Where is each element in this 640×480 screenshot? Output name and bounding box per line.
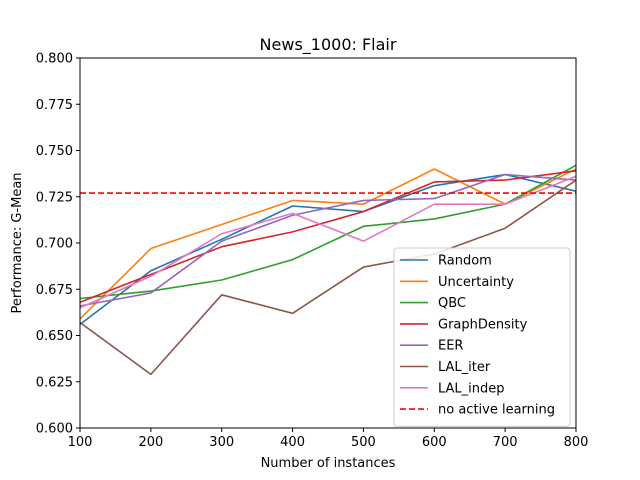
series-line-lal-indep bbox=[80, 175, 576, 309]
y-tick-label: 0.800 bbox=[36, 52, 73, 67]
y-tick-label: 0.625 bbox=[36, 375, 73, 390]
legend-label-lal-indep: LAL_indep bbox=[438, 381, 505, 396]
y-tick-label: 0.725 bbox=[36, 190, 73, 205]
series-line-uncertainty bbox=[80, 168, 576, 320]
legend-label-uncertainty: Uncertainty bbox=[438, 275, 514, 290]
x-tick-label: 200 bbox=[138, 435, 163, 450]
y-tick-label: 0.650 bbox=[36, 329, 73, 344]
y-tick-label: 0.700 bbox=[36, 237, 73, 252]
x-tick-label: 700 bbox=[493, 435, 518, 450]
legend-box bbox=[393, 247, 571, 427]
y-tick-label: 0.600 bbox=[36, 422, 73, 437]
series-line-random bbox=[80, 173, 576, 326]
x-tick-label: 100 bbox=[68, 435, 93, 450]
y-tick-label: 0.675 bbox=[36, 283, 73, 298]
x-axis-label: Number of instances bbox=[261, 456, 396, 471]
x-tick-label: 300 bbox=[209, 435, 234, 450]
legend-label-lal-iter: LAL_iter bbox=[438, 360, 491, 375]
legend-label-random: Random bbox=[438, 254, 492, 269]
y-tick-label: 0.775 bbox=[36, 98, 73, 113]
series-group bbox=[80, 164, 576, 376]
y-axis-label: Performance: G-Mean bbox=[10, 172, 25, 313]
x-tick-label: 500 bbox=[351, 435, 376, 450]
plot-area: 100 200 300 400 500 600 700 800 0.600 0.625 0.650 0… bbox=[36, 52, 589, 451]
y-tick-label: 0.750 bbox=[36, 144, 73, 159]
x-tick-label: 600 bbox=[422, 435, 447, 450]
legend: Random Uncertainty QBC GraphDensity EER LAL_i… bbox=[393, 247, 571, 427]
x-tick-label: 800 bbox=[564, 435, 589, 450]
legend-label-no-active-learning: no active learning bbox=[438, 403, 555, 418]
series-line-lal-iter bbox=[80, 179, 576, 376]
x-tick-label: 400 bbox=[280, 435, 305, 450]
series-line-eer bbox=[80, 173, 576, 307]
legend-label-eer: EER bbox=[438, 339, 463, 354]
chart-title: News_1000: Flair bbox=[260, 35, 397, 55]
legend-label-qbc: QBC bbox=[438, 296, 466, 311]
series-line-qbc bbox=[80, 164, 576, 300]
legend-label-graphdensity: GraphDensity bbox=[438, 317, 528, 332]
